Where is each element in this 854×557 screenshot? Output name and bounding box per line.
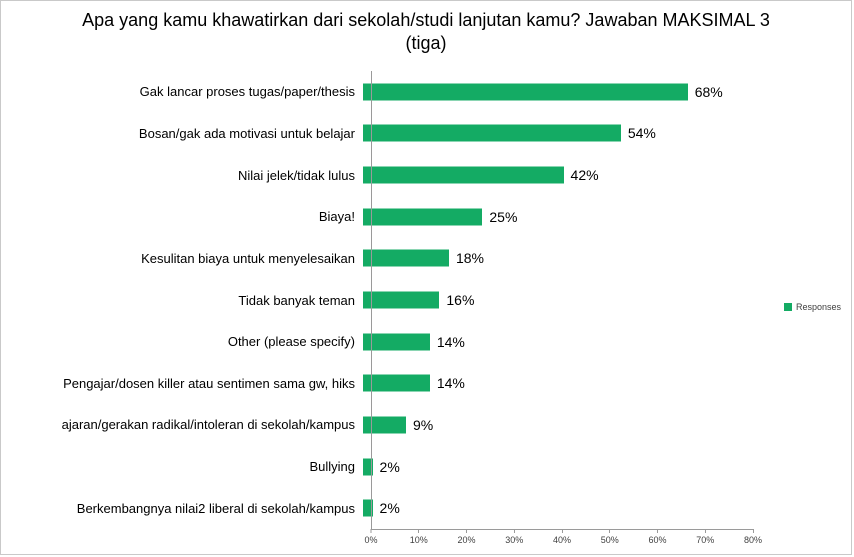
x-tick: 40%	[553, 529, 571, 545]
category-label: ajaran/gerakan radikal/intoleran di seko…	[61, 417, 355, 433]
x-tick-label: 30%	[505, 535, 524, 545]
x-tick-mark	[656, 529, 658, 533]
bar	[363, 124, 621, 142]
chart-row: Kesulitan biaya untuk menyelesaikan 18%	[1, 238, 851, 280]
category-label: Kesulitan biaya untuk menyelesaikan	[141, 250, 355, 266]
value-label: 68%	[694, 83, 723, 100]
x-tick: 0%	[364, 529, 378, 545]
x-tick: 10%	[410, 529, 428, 545]
x-tick-mark	[513, 529, 515, 533]
x-tick: 60%	[648, 529, 667, 545]
x-tick: 30%	[505, 529, 523, 545]
category-label: Tidak banyak teman	[238, 292, 355, 308]
bar	[363, 83, 688, 101]
bar	[363, 416, 406, 434]
value-label: 18%	[455, 250, 484, 267]
legend-swatch	[784, 303, 792, 311]
chart-row: Bosan/gak ada motivasi untuk belajar 54%	[1, 113, 851, 155]
value-label: 2%	[379, 500, 400, 517]
bar-area: 68%	[363, 71, 745, 113]
chart-title: Apa yang kamu khawatirkan dari sekolah/s…	[82, 10, 770, 54]
x-axis: 0% 10% 20% 30% 40% 50% 60% 70% 80%	[364, 529, 762, 549]
x-tick: 80%	[744, 529, 762, 545]
x-tick-mark	[609, 529, 611, 533]
legend: Responses	[784, 302, 841, 312]
x-tick-mark	[704, 529, 706, 533]
chart-row: Other (please specify) 14%	[1, 321, 851, 363]
chart-row: Biaya! 25%	[1, 196, 851, 238]
x-tick-label: 40%	[552, 535, 572, 545]
x-tick-label: 80%	[743, 535, 763, 545]
chart-row: Tidak banyak teman 16%	[1, 279, 851, 321]
bar-area: 18%	[363, 238, 745, 280]
category-label: Other (please specify)	[227, 334, 355, 350]
bar	[363, 333, 430, 351]
value-label: 14%	[436, 333, 465, 350]
bar	[363, 499, 373, 517]
chart-row: Nilai jelek/tidak lulus 42%	[1, 154, 851, 196]
x-tick: 70%	[696, 529, 714, 545]
x-tick-label: 20%	[457, 535, 476, 545]
bar-area: 9%	[363, 404, 745, 446]
x-tick-label: 70%	[696, 535, 715, 545]
chart-row: ajaran/gerakan radikal/intoleran di seko…	[1, 404, 851, 446]
bar-area: 54%	[363, 113, 745, 155]
chart-rows: Gak lancar proses tugas/paper/thesis 68% B…	[1, 71, 851, 529]
value-label: 2%	[379, 458, 400, 475]
category-label: Bullying	[309, 459, 355, 475]
x-tick-mark	[370, 529, 372, 533]
x-tick-mark	[465, 529, 467, 533]
chart-row: Pengajar/dosen killer atau sentimen sama…	[1, 362, 851, 404]
bar-area: 2%	[363, 446, 745, 488]
category-label: Bosan/gak ada motivasi untuk belajar	[138, 125, 355, 141]
bar-area: 42%	[363, 154, 745, 196]
bar-area: 2%	[363, 487, 745, 529]
value-label: 25%	[489, 208, 518, 225]
bar	[363, 291, 440, 309]
x-tick-mark	[752, 529, 754, 533]
bar-area: 14%	[363, 362, 745, 404]
bar	[363, 458, 373, 476]
bar-area: 25%	[363, 196, 745, 238]
value-label: 16%	[446, 292, 475, 309]
bar	[363, 208, 483, 226]
bar	[363, 166, 564, 184]
chart-row: Berkembangnya nilai2 liberal di sekolah/…	[1, 487, 851, 529]
x-tick-label: 10%	[409, 535, 428, 545]
x-tick: 50%	[601, 529, 619, 545]
x-tick-label: 0%	[364, 535, 378, 545]
category-label: Nilai jelek/tidak lulus	[237, 167, 355, 183]
category-label: Biaya!	[318, 209, 355, 225]
category-label: Gak lancar proses tugas/paper/thesis	[139, 84, 355, 100]
x-tick-mark	[418, 529, 420, 533]
legend-label: Responses	[796, 302, 842, 312]
bar-area: 16%	[363, 279, 745, 321]
chart-row: Gak lancar proses tugas/paper/thesis 68%	[1, 71, 851, 113]
x-tick-label: 60%	[648, 535, 667, 545]
category-label: Berkembangnya nilai2 liberal di sekolah/…	[76, 500, 355, 516]
chart-row: Bullying 2%	[1, 446, 851, 488]
y-axis-line	[371, 71, 372, 529]
value-label: 54%	[627, 125, 656, 142]
category-label: Pengajar/dosen killer atau sentimen sama…	[63, 375, 355, 391]
bar	[363, 249, 449, 267]
bar-area: 14%	[363, 321, 745, 363]
x-tick-mark	[561, 529, 563, 533]
value-label: 42%	[570, 167, 599, 184]
x-tick: 20%	[457, 529, 476, 545]
x-tick-label: 50%	[600, 535, 619, 545]
value-label: 9%	[412, 416, 434, 433]
bar	[363, 374, 430, 392]
value-label: 14%	[436, 375, 465, 392]
